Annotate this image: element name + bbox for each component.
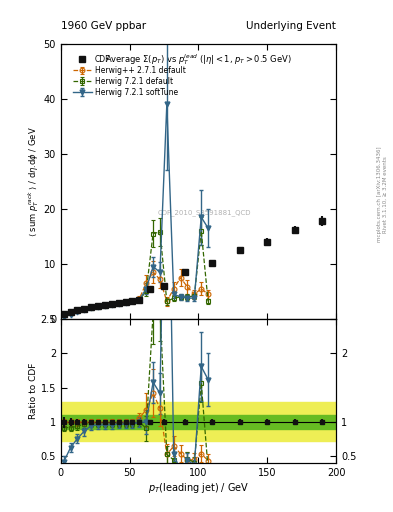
Text: CDF_2010_S8591881_QCD: CDF_2010_S8591881_QCD (157, 209, 251, 216)
Text: Underlying Event: Underlying Event (246, 20, 336, 31)
Y-axis label: Ratio to CDF: Ratio to CDF (29, 363, 38, 419)
X-axis label: $p_T$(leading jet) / GeV: $p_T$(leading jet) / GeV (148, 481, 249, 495)
Text: mcplots.cern.ch [arXiv:1306.3436]: mcplots.cern.ch [arXiv:1306.3436] (377, 147, 382, 242)
Text: Rivet 3.1.10, ≥ 3.2M events: Rivet 3.1.10, ≥ 3.2M events (383, 156, 387, 233)
Text: Average $\Sigma(p_T)$ vs $p_T^{lead}$ ($|\eta| < 1$, $p_T > 0.5$ GeV): Average $\Sigma(p_T)$ vs $p_T^{lead}$ ($… (105, 52, 292, 67)
Text: 1960 GeV ppbar: 1960 GeV ppbar (61, 20, 146, 31)
Legend: CDF, Herwig++ 2.7.1 default, Herwig 7.2.1 default, Herwig 7.2.1 softTune: CDF, Herwig++ 2.7.1 default, Herwig 7.2.… (70, 53, 188, 99)
Y-axis label: $\langle$ sum $p_T^{rack}$ $\rangle$ / d$\eta$.d$\phi$ / GeV: $\langle$ sum $p_T^{rack}$ $\rangle$ / d… (26, 126, 41, 237)
